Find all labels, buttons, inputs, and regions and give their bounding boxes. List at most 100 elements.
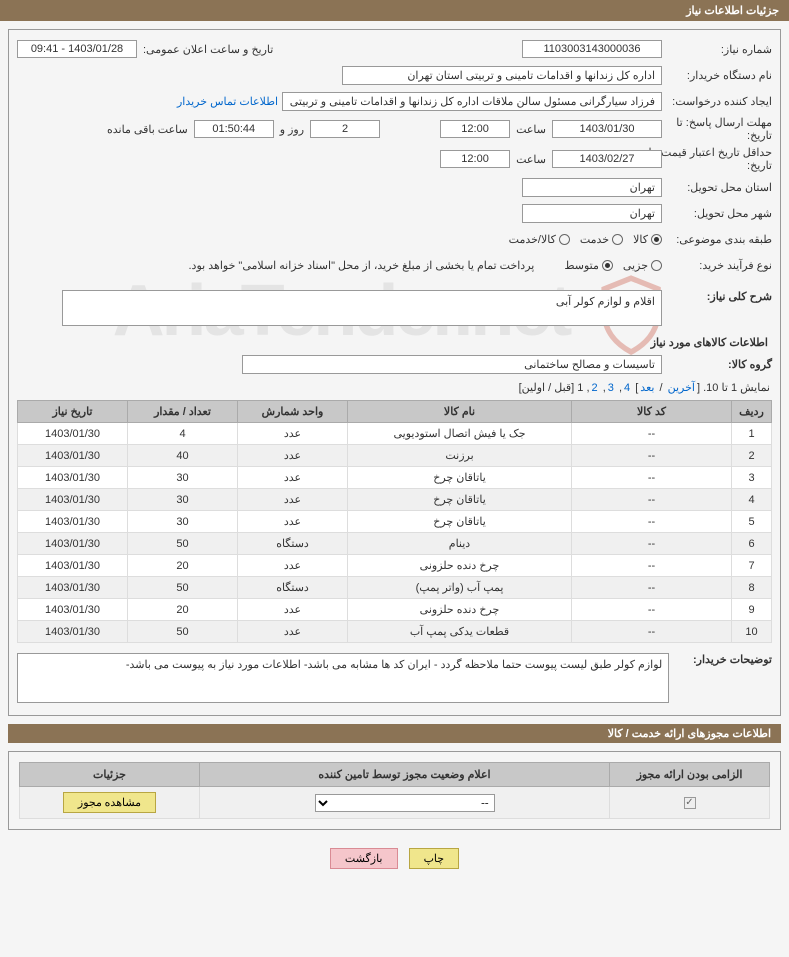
main-panel: AriaTender.net شماره نیاز: 1103003143000… <box>8 29 781 716</box>
cell-date: 1403/01/30 <box>18 533 128 555</box>
table-row: 9--چرخ دنده حلزونیعدد201403/01/30 <box>18 599 772 621</box>
cell-n: 6 <box>732 533 772 555</box>
cell-unit: عدد <box>238 489 348 511</box>
cell-code: -- <box>572 577 732 599</box>
cell-unit: عدد <box>238 467 348 489</box>
value-need-desc: اقلام و لوازم کولر آبی <box>62 290 662 326</box>
label-buyer-org: نام دستگاه خریدار: <box>662 69 772 82</box>
label-province: استان محل تحویل: <box>662 181 772 194</box>
pager-last[interactable]: آخرین <box>666 382 697 394</box>
license-header: اطلاعات مجوزهای ارائه خدمت / کالا <box>8 724 781 743</box>
radio-proc-small[interactable]: جزیی <box>623 259 662 272</box>
cell-code: -- <box>572 511 732 533</box>
pager-page-3[interactable]: 3 <box>606 382 616 394</box>
th-date: تاریخ نیاز <box>18 401 128 423</box>
label-category: طبقه بندی موضوعی: <box>662 233 772 246</box>
goods-table: ردیف کد کالا نام کالا واحد شمارش تعداد /… <box>17 400 772 643</box>
cell-date: 1403/01/30 <box>18 599 128 621</box>
cell-qty: 20 <box>128 599 238 621</box>
row-category: طبقه بندی موضوعی: کالا خدمت کالا/خدمت <box>17 228 772 250</box>
cell-unit: دستگاه <box>238 533 348 555</box>
link-buyer-contact[interactable]: اطلاعات تماس خریدار <box>177 95 278 108</box>
license-panel: الزامی بودن ارائه مجوز اعلام وضعیت مجوز … <box>8 751 781 830</box>
cell-unit: عدد <box>238 423 348 445</box>
label-goods-group: گروه کالا: <box>662 358 772 371</box>
cell-date: 1403/01/30 <box>18 555 128 577</box>
radio-cat-service[interactable]: خدمت <box>580 233 623 246</box>
row-province: استان محل تحویل: تهران <box>17 176 772 198</box>
checkbox-mandatory[interactable] <box>684 797 696 809</box>
license-row: -- مشاهده مجوز <box>20 787 770 819</box>
print-button[interactable]: چاپ <box>409 848 460 869</box>
cell-name: چرخ دنده حلزونی <box>348 599 572 621</box>
radio-label: متوسط <box>564 259 599 272</box>
radio-cat-goods[interactable]: کالا <box>633 233 662 246</box>
th-unit: واحد شمارش <box>238 401 348 423</box>
label-time-1: ساعت <box>510 123 552 136</box>
radio-cat-both[interactable]: کالا/خدمت <box>509 233 570 246</box>
cell-name: چرخ دنده حلزونی <box>348 555 572 577</box>
label-need-desc: شرح کلی نیاز: <box>662 290 772 303</box>
pager-current: 1 <box>577 382 583 394</box>
value-remain-time: 01:50:44 <box>194 120 274 138</box>
label-time-2: ساعت <box>510 153 552 166</box>
row-city: شهر محل تحویل: تهران <box>17 202 772 224</box>
cell-code: -- <box>572 467 732 489</box>
row-need-no: شماره نیاز: 1103003143000036 تاریخ و ساع… <box>17 38 772 60</box>
table-row: 2--برزنتعدد401403/01/30 <box>18 445 772 467</box>
radio-proc-medium[interactable]: متوسط <box>564 259 613 272</box>
cell-name: پمپ آب (واتر پمپ) <box>348 577 572 599</box>
radio-dot-icon <box>612 234 623 245</box>
page-header: جزئیات اطلاعات نیاز <box>0 0 789 21</box>
table-row: 3--یاتاقان چرخعدد301403/01/30 <box>18 467 772 489</box>
label-city: شهر محل تحویل: <box>662 207 772 220</box>
page-title: جزئیات اطلاعات نیاز <box>686 5 779 17</box>
cell-n: 4 <box>732 489 772 511</box>
payment-note: پرداخت تمام یا بخشی از مبلغ خرید، از محل… <box>189 259 535 272</box>
back-button[interactable]: بازگشت <box>330 848 398 869</box>
cell-qty: 4 <box>128 423 238 445</box>
cell-code: -- <box>572 533 732 555</box>
cell-name: جک یا فیش اتصال استودیویی <box>348 423 572 445</box>
cell-qty: 50 <box>128 577 238 599</box>
pager-page-4[interactable]: 4 <box>622 382 632 394</box>
label-deadline: مهلت ارسال پاسخ: تا تاریخ: <box>662 116 772 142</box>
value-remain-days: 2 <box>310 120 380 138</box>
table-row: 10--قطعات یدکی پمپ آبعدد501403/01/30 <box>18 621 772 643</box>
row-buyer-comment: توضیحات خریدار: لوازم کولر طبق لیست پیوس… <box>17 653 772 703</box>
cell-unit: عدد <box>238 511 348 533</box>
cell-code: -- <box>572 599 732 621</box>
cell-detail: مشاهده مجوز <box>20 787 200 819</box>
pager-page-2[interactable]: 2 <box>590 382 600 394</box>
view-license-button[interactable]: مشاهده مجوز <box>63 792 156 813</box>
cell-name: دینام <box>348 533 572 555</box>
cell-name: قطعات یدکی پمپ آب <box>348 621 572 643</box>
cell-qty: 40 <box>128 445 238 467</box>
cell-mandatory <box>610 787 770 819</box>
row-deadline: مهلت ارسال پاسخ: تا تاریخ: 1403/01/30 سا… <box>17 116 772 142</box>
license-table: الزامی بودن ارائه مجوز اعلام وضعیت مجوز … <box>19 762 770 819</box>
value-province: تهران <box>522 178 662 197</box>
th-detail: جزئیات <box>20 763 200 787</box>
cell-code: -- <box>572 489 732 511</box>
label-announce-dt: تاریخ و ساعت اعلان عمومی: <box>137 43 279 56</box>
select-license-status[interactable]: -- <box>315 794 495 812</box>
table-row: 5--یاتاقان چرخعدد301403/01/30 <box>18 511 772 533</box>
cell-name: یاتاقان چرخ <box>348 467 572 489</box>
cell-qty: 20 <box>128 555 238 577</box>
cell-date: 1403/01/30 <box>18 423 128 445</box>
cell-qty: 30 <box>128 467 238 489</box>
radio-label: کالا <box>633 233 648 246</box>
radio-dot-icon <box>651 234 662 245</box>
cell-name: برزنت <box>348 445 572 467</box>
pager-next[interactable]: بعد <box>638 382 656 394</box>
label-buyer-comment: توضیحات خریدار: <box>669 653 772 666</box>
cell-n: 9 <box>732 599 772 621</box>
row-goods-group: گروه کالا: تاسیسات و مصالح ساختمانی <box>17 353 772 375</box>
cell-unit: عدد <box>238 445 348 467</box>
cell-unit: عدد <box>238 621 348 643</box>
pager-prefix: نمایش 1 تا 10. [ <box>697 382 770 394</box>
table-row: 6--دینامدستگاه501403/01/30 <box>18 533 772 555</box>
cell-qty: 50 <box>128 533 238 555</box>
radio-dot-icon <box>651 260 662 271</box>
